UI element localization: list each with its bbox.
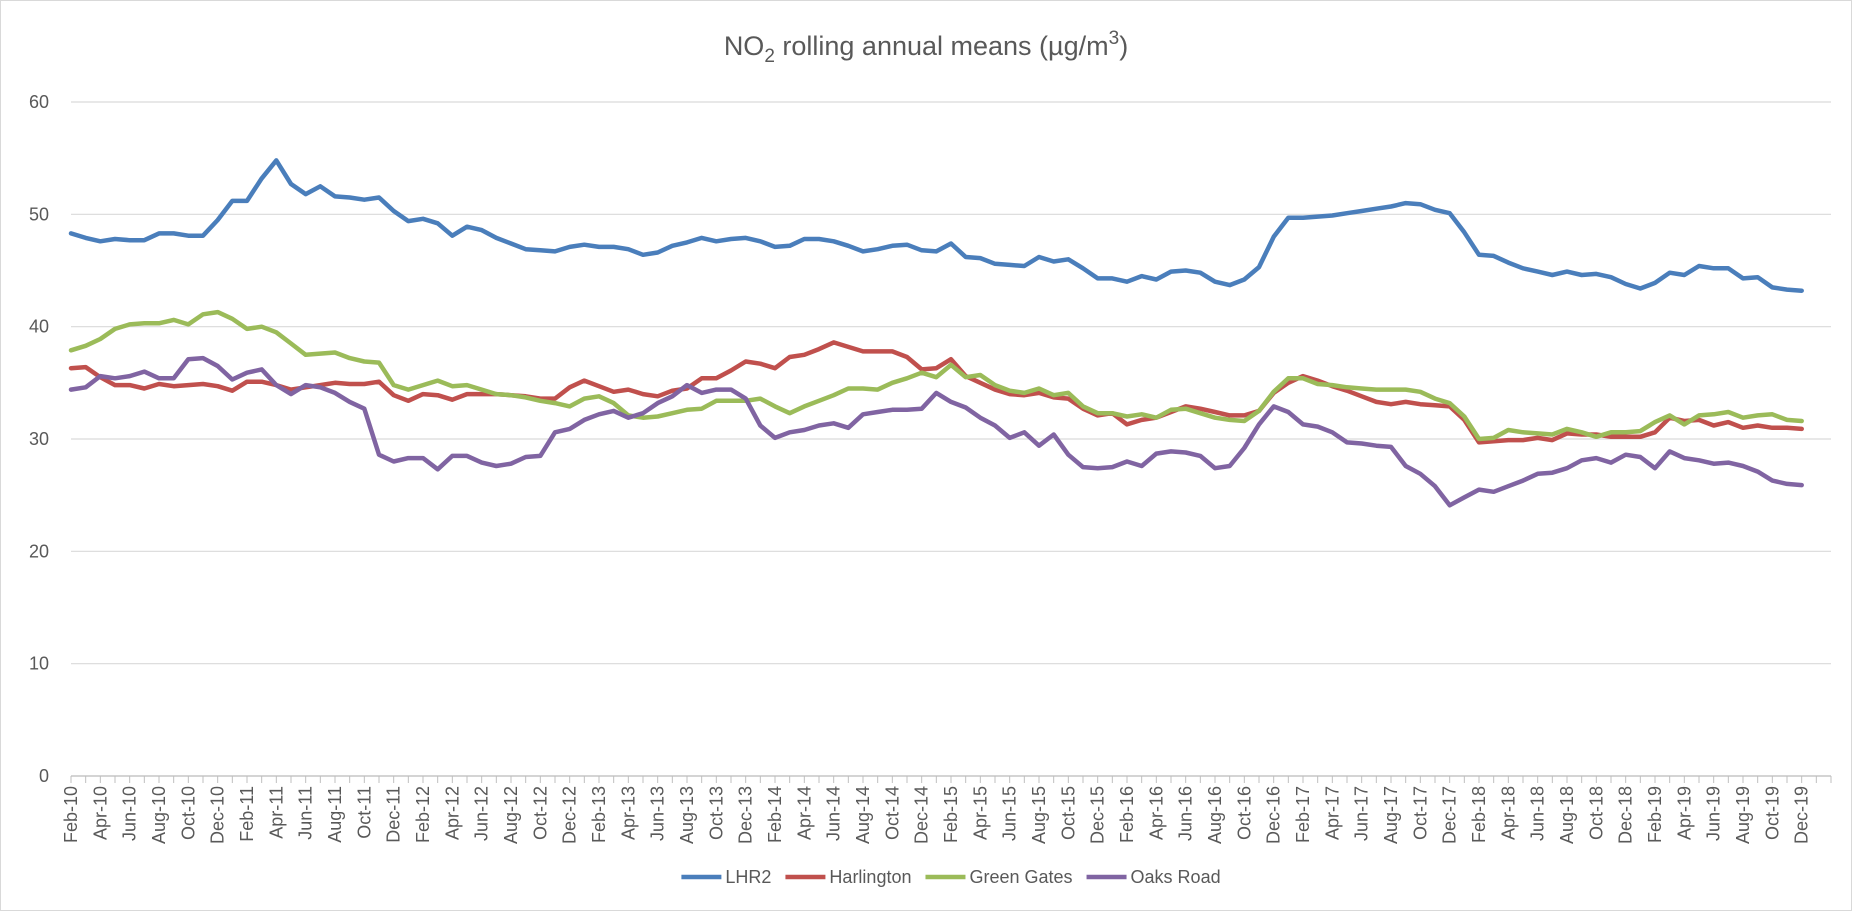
x-tick-label: Feb-17 bbox=[1293, 786, 1313, 843]
series-line bbox=[68, 355, 1804, 508]
x-tick-label: Oct-18 bbox=[1586, 786, 1606, 840]
x-tick-label: Jun-18 bbox=[1528, 786, 1548, 841]
x-tick-label: Jun-12 bbox=[472, 786, 492, 841]
legend-label: Harlington bbox=[829, 867, 911, 887]
x-tick-label: Aug-16 bbox=[1205, 786, 1225, 844]
series-line bbox=[68, 340, 1804, 445]
y-tick-label: 50 bbox=[29, 204, 49, 224]
x-tick-label: Oct-10 bbox=[178, 786, 198, 840]
title-part: NO bbox=[724, 31, 765, 61]
x-tick-label: Apr-11 bbox=[266, 786, 286, 839]
x-tick-label: Feb-10 bbox=[61, 786, 81, 843]
x-tick-label: Apr-19 bbox=[1674, 786, 1694, 840]
x-tick-label: Jun-15 bbox=[1000, 786, 1020, 841]
y-tick-label: 20 bbox=[29, 541, 49, 561]
y-tick-label: 60 bbox=[29, 92, 49, 112]
x-tick-label: Apr-10 bbox=[90, 786, 110, 840]
x-tick-label: Feb-18 bbox=[1469, 786, 1489, 843]
x-tick-label: Feb-13 bbox=[589, 786, 609, 843]
x-tick-label: Oct-13 bbox=[706, 786, 726, 840]
x-tick-label: Dec-18 bbox=[1616, 786, 1636, 844]
x-tick-label: Oct-12 bbox=[530, 786, 550, 840]
x-tick-label: Aug-11 bbox=[325, 786, 345, 843]
x-tick-label: Feb-16 bbox=[1117, 786, 1137, 843]
x-tick-label: Apr-17 bbox=[1322, 786, 1342, 840]
x-tick-label: Jun-14 bbox=[824, 786, 844, 841]
x-tick-label: Jun-16 bbox=[1176, 786, 1196, 841]
legend: LHR2 Harlington Green Gates Oaks Road bbox=[681, 867, 1221, 887]
y-tick-label: 10 bbox=[29, 654, 49, 674]
x-tick-label: Apr-16 bbox=[1146, 786, 1166, 840]
x-tick-label: Aug-19 bbox=[1733, 786, 1753, 844]
x-tick-label: Aug-10 bbox=[149, 786, 169, 844]
x-tick-label: Oct-15 bbox=[1058, 786, 1078, 840]
x-tick-label: Apr-18 bbox=[1498, 786, 1518, 840]
x-tick-label: Aug-18 bbox=[1557, 786, 1577, 844]
x-tick-label: Dec-12 bbox=[560, 786, 580, 844]
y-tick-label: 40 bbox=[29, 317, 49, 337]
x-tick-label: Apr-13 bbox=[618, 786, 638, 840]
chart-title: NO2 rolling annual means (µg/m3) bbox=[724, 28, 1128, 67]
x-tick-label: Aug-17 bbox=[1381, 786, 1401, 844]
x-tick-label: Jun-13 bbox=[648, 786, 668, 841]
x-tick-label: Oct-11 bbox=[354, 786, 374, 839]
x-tick-label: Apr-14 bbox=[794, 786, 814, 840]
x-tick-label: Feb-19 bbox=[1645, 786, 1665, 843]
x-tick-label: Dec-11 bbox=[384, 786, 404, 843]
title-superscript: 3 bbox=[1109, 28, 1120, 49]
y-tick-label: 0 bbox=[39, 766, 49, 786]
legend-label: Green Gates bbox=[969, 867, 1072, 887]
x-tick-label: Jun-10 bbox=[120, 786, 140, 841]
x-tick-label: Dec-15 bbox=[1088, 786, 1108, 844]
legend-label: LHR2 bbox=[725, 867, 771, 887]
x-tick-label: Oct-14 bbox=[882, 786, 902, 840]
x-tick-label: Aug-13 bbox=[677, 786, 697, 844]
x-tick-label: Aug-14 bbox=[853, 786, 873, 844]
title-part: ) bbox=[1119, 31, 1128, 61]
x-tick-label: Oct-19 bbox=[1762, 786, 1782, 840]
x-tick-label: Aug-15 bbox=[1029, 786, 1049, 844]
x-tick-label: Aug-12 bbox=[501, 786, 521, 844]
x-tick-label: Jun-17 bbox=[1352, 786, 1372, 841]
x-tick-label: Jun-11 bbox=[296, 786, 316, 840]
x-tick-label: Oct-16 bbox=[1234, 786, 1254, 840]
legend-label: Oaks Road bbox=[1131, 867, 1221, 887]
title-subscript: 2 bbox=[764, 46, 775, 67]
x-tick-label: Feb-15 bbox=[941, 786, 961, 843]
x-tick-label: Dec-10 bbox=[208, 786, 228, 844]
y-tick-label: 30 bbox=[29, 429, 49, 449]
x-tick-label: Apr-15 bbox=[970, 786, 990, 840]
x-tick-label: Dec-16 bbox=[1264, 786, 1284, 844]
x-tick-label: Dec-14 bbox=[912, 786, 932, 844]
x-tick-label: Feb-11 bbox=[237, 786, 257, 842]
x-tick-label: Jun-19 bbox=[1704, 786, 1724, 841]
series-line bbox=[68, 309, 1804, 442]
x-tick-label: Apr-12 bbox=[442, 786, 462, 840]
x-tick-label: Feb-14 bbox=[765, 786, 785, 843]
x-tick-label: Dec-19 bbox=[1792, 786, 1812, 844]
x-tick-label: Dec-13 bbox=[736, 786, 756, 844]
series-line bbox=[68, 158, 1804, 293]
x-tick-label: Dec-17 bbox=[1440, 786, 1460, 844]
title-part: rolling annual means (µg/m bbox=[775, 31, 1109, 61]
x-tick-label: Feb-12 bbox=[413, 786, 433, 843]
x-tick-label: Oct-17 bbox=[1410, 786, 1430, 840]
